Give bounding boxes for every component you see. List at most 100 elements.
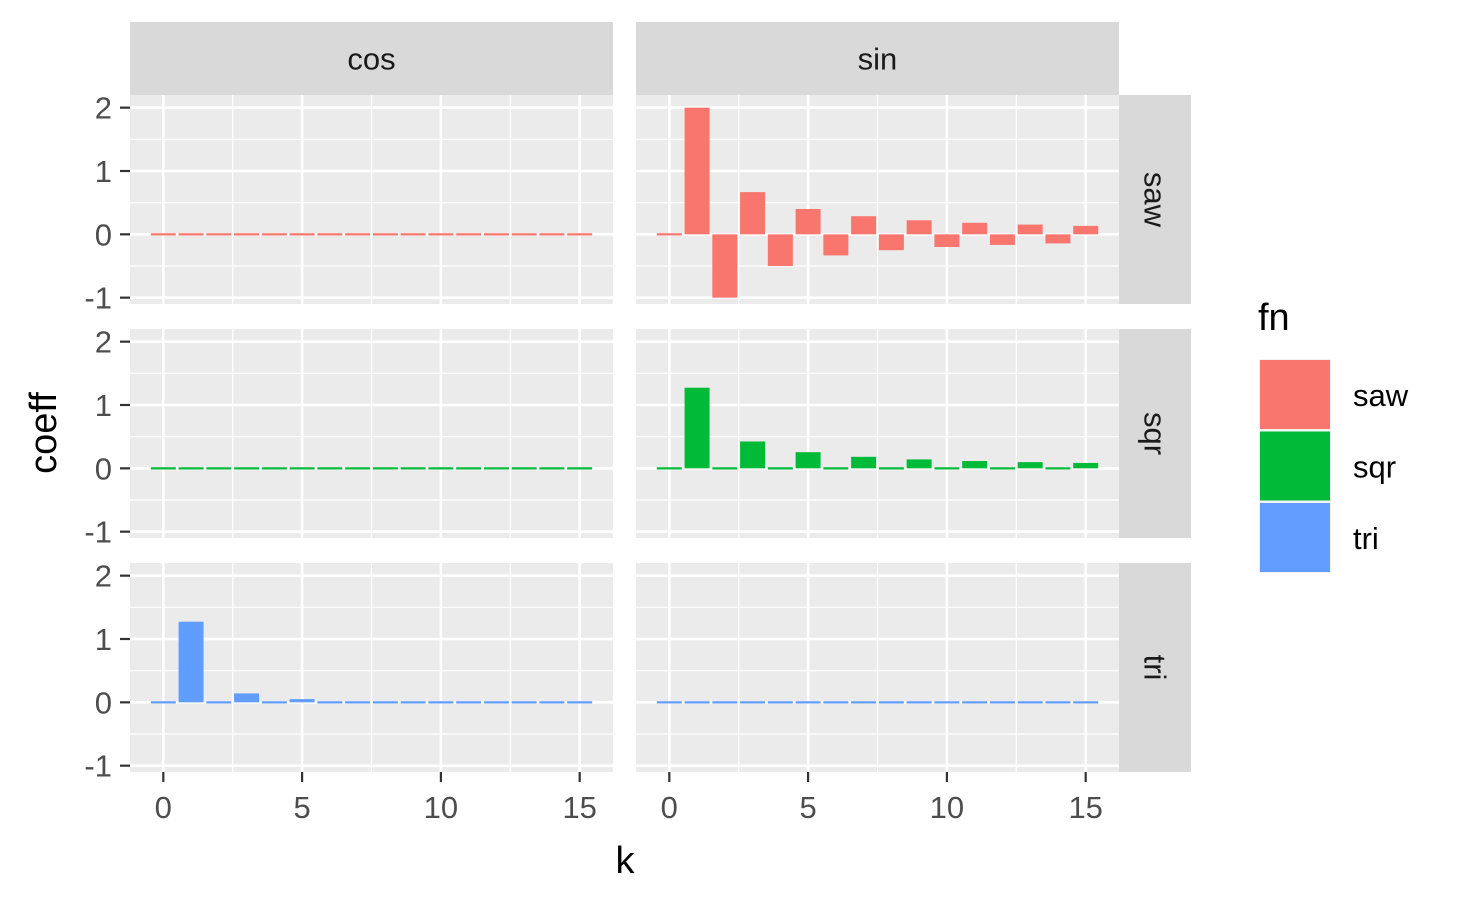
bar-sqr-sin-k10: [934, 467, 960, 470]
bar-sqr-cos-k2: [206, 467, 232, 470]
bar-sqr-sin-k14: [1045, 467, 1071, 470]
y-tick-label: 1: [95, 154, 112, 189]
bar-tri-cos-k13: [511, 701, 537, 704]
bar-saw-sin-k7: [851, 216, 877, 235]
x-tick-label: 0: [155, 790, 172, 825]
bar-tri-sin-k8: [878, 701, 904, 704]
bar-sqr-sin-k6: [823, 467, 849, 470]
bar-saw-sin-k3: [740, 192, 766, 235]
bar-saw-cos-k0: [150, 233, 176, 236]
bar-tri-sin-k13: [1017, 701, 1043, 704]
strip-top-label-cos: cos: [347, 42, 395, 77]
bar-sqr-sin-k8: [878, 467, 904, 470]
strip-right-label-saw: saw: [1138, 172, 1173, 228]
bar-saw-sin-k5: [795, 209, 821, 235]
bar-saw-sin-k1: [684, 107, 710, 235]
bar-sqr-sin-k1: [684, 387, 710, 469]
bar-tri-cos-k10: [428, 701, 454, 704]
y-tick-label: 2: [95, 325, 112, 360]
bar-tri-cos-k1: [178, 621, 204, 703]
bar-saw-sin-k0: [656, 233, 682, 236]
bar-tri-cos-k7: [345, 701, 371, 704]
bar-sqr-cos-k11: [456, 467, 482, 470]
bar-sqr-cos-k6: [317, 467, 343, 470]
bar-tri-cos-k11: [456, 701, 482, 704]
bar-saw-cos-k2: [206, 233, 232, 236]
bar-sqr-cos-k1: [178, 467, 204, 470]
bar-saw-sin-k14: [1045, 234, 1071, 244]
bar-tri-sin-k14: [1045, 701, 1071, 704]
bar-sqr-cos-k9: [400, 467, 426, 470]
bar-sqr-sin-k9: [906, 459, 932, 469]
bar-tri-cos-k8: [372, 701, 398, 704]
strip-right-bg-saw: [1119, 95, 1191, 304]
bar-sqr-sin-k3: [740, 441, 766, 469]
bar-tri-sin-k0: [656, 701, 682, 704]
x-tick-label: 0: [661, 790, 678, 825]
bar-tri-sin-k15: [1073, 701, 1099, 704]
bar-saw-sin-k10: [934, 234, 960, 247]
bar-tri-cos-k3: [234, 693, 260, 703]
strip-right-bg-tri: [1119, 563, 1191, 772]
bar-saw-cos-k7: [345, 233, 371, 236]
bar-saw-cos-k11: [456, 233, 482, 236]
bar-saw-sin-k15: [1073, 225, 1099, 235]
bar-tri-sin-k1: [684, 701, 710, 704]
bar-saw-cos-k3: [234, 233, 260, 236]
bar-tri-sin-k12: [989, 701, 1015, 704]
bar-sqr-sin-k12: [989, 467, 1015, 470]
bar-sqr-sin-k4: [767, 467, 793, 470]
legend-label-sqr: sqr: [1353, 450, 1396, 485]
bar-tri-cos-k0: [150, 701, 176, 704]
y-tick-label: 0: [95, 685, 112, 720]
y-axis-title: coeff: [23, 392, 65, 474]
bar-tri-sin-k4: [767, 701, 793, 704]
bar-tri-sin-k5: [795, 701, 821, 704]
bar-tri-sin-k6: [823, 701, 849, 704]
bar-sqr-cos-k8: [372, 467, 398, 470]
x-tick-label: 10: [930, 790, 964, 825]
bar-tri-sin-k3: [740, 701, 766, 704]
bar-saw-cos-k12: [483, 233, 509, 236]
legend-key-sqr: [1260, 431, 1330, 501]
y-tick-label: 1: [95, 622, 112, 657]
bar-saw-cos-k14: [539, 233, 565, 236]
bar-sqr-cos-k15: [567, 467, 593, 470]
x-tick-label: 10: [424, 790, 458, 825]
strip-right-label-tri: tri: [1138, 655, 1173, 681]
bar-sqr-cos-k0: [150, 467, 176, 470]
bar-saw-sin-k13: [1017, 224, 1043, 235]
bar-saw-sin-k2: [712, 234, 738, 298]
strip-top-bg-cos: [130, 22, 613, 95]
bar-saw-cos-k10: [428, 233, 454, 236]
bar-tri-cos-k4: [261, 701, 287, 704]
bar-tri-cos-k15: [567, 701, 593, 704]
x-tick-label: 15: [562, 790, 596, 825]
bar-tri-sin-k10: [934, 701, 960, 704]
legend-title: fn: [1258, 297, 1290, 339]
strip-top-bg-sin: [636, 22, 1119, 95]
bar-saw-cos-k5: [289, 233, 315, 236]
x-tick-label: 5: [799, 790, 816, 825]
bar-tri-cos-k12: [483, 701, 509, 704]
bar-tri-sin-k11: [962, 701, 988, 704]
y-tick-label: -1: [84, 749, 112, 784]
y-tick-label: 0: [95, 451, 112, 486]
bar-sqr-sin-k5: [795, 452, 821, 469]
bar-sqr-sin-k11: [962, 460, 988, 469]
bar-saw-sin-k6: [823, 234, 849, 256]
bar-sqr-cos-k3: [234, 467, 260, 470]
bar-saw-sin-k8: [878, 234, 904, 251]
legend-key-saw: [1260, 360, 1330, 429]
bar-saw-cos-k1: [178, 233, 204, 236]
bar-sqr-cos-k13: [511, 467, 537, 470]
bar-saw-cos-k4: [261, 233, 287, 236]
strip-right-bg-sqr: [1119, 329, 1191, 538]
bar-tri-sin-k9: [906, 701, 932, 704]
bar-sqr-cos-k7: [345, 467, 371, 470]
bar-sqr-cos-k5: [289, 467, 315, 470]
bar-tri-cos-k2: [206, 701, 232, 704]
x-tick-label: 15: [1068, 790, 1102, 825]
bar-saw-cos-k13: [511, 233, 537, 236]
